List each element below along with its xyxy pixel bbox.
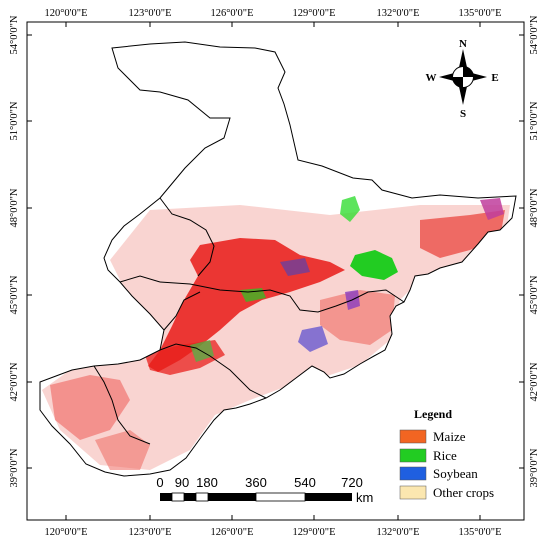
scale-segment bbox=[171, 492, 185, 502]
scale-segment bbox=[184, 493, 196, 501]
top-tick-label: 135°0'0"E bbox=[458, 8, 501, 19]
maize-liaodong bbox=[95, 430, 150, 470]
legend-swatch-maize bbox=[399, 429, 427, 444]
bottom-tick-label: 135°0'0"E bbox=[458, 527, 501, 538]
right-tick-label: 48°0'0"N bbox=[529, 188, 540, 227]
bottom-tick-label: 120°0'0"E bbox=[44, 527, 87, 538]
maize-southwest bbox=[50, 375, 130, 440]
heilongjiang-jilin-border bbox=[159, 281, 405, 313]
other-crops-east bbox=[480, 198, 504, 220]
compass-center bbox=[453, 67, 473, 87]
legend: Legend Maize Rice Soybean Other crops bbox=[399, 407, 494, 500]
top-tick-label: 132°0'0"E bbox=[376, 8, 419, 19]
top-tick-label: 126°0'0"E bbox=[210, 8, 253, 19]
left-tick-label: 48°0'0"N bbox=[9, 188, 20, 227]
compass-east-label: E bbox=[491, 72, 498, 84]
left-tick-label: 42°0'0"N bbox=[9, 362, 20, 401]
scale-unit: km bbox=[356, 490, 373, 505]
bottom-tick-label: 126°0'0"E bbox=[210, 527, 253, 538]
bottom-tick-label: 123°0'0"E bbox=[128, 527, 171, 538]
scale-label: 540 bbox=[294, 475, 316, 490]
scale-segment bbox=[160, 493, 172, 501]
top-tick-label: 129°0'0"E bbox=[292, 8, 335, 19]
scale-label: 360 bbox=[245, 475, 267, 490]
right-tick-label: 42°0'0"N bbox=[529, 362, 540, 401]
legend-title: Legend bbox=[414, 407, 452, 421]
right-tick-label: 39°0'0"N bbox=[529, 448, 540, 487]
left-tick-label: 51°0'0"N bbox=[9, 101, 20, 140]
inner-mongolia-border bbox=[119, 197, 215, 331]
scale-label: 720 bbox=[341, 475, 363, 490]
scale-label: 0 bbox=[156, 475, 163, 490]
rice-sanjiang bbox=[350, 250, 398, 280]
rice-north bbox=[340, 196, 360, 222]
right-axis-labels: 54°0'0"N 51°0'0"N 48°0'0"N 45°0'0"N 42°0… bbox=[529, 15, 540, 487]
liaoning-west-border bbox=[93, 365, 151, 445]
scale-segment bbox=[195, 492, 209, 502]
jilin-liaoning-border bbox=[159, 343, 267, 399]
bottom-tick-label: 129°0'0"E bbox=[292, 527, 335, 538]
scale-segment bbox=[305, 493, 352, 501]
scale-label: 90 bbox=[175, 475, 189, 490]
province-boundaries bbox=[39, 41, 517, 477]
compass-north-label: N bbox=[459, 38, 467, 50]
bottom-tick-label: 132°0'0"E bbox=[376, 527, 419, 538]
top-tick-label: 120°0'0"E bbox=[44, 8, 87, 19]
soybean-central bbox=[280, 258, 310, 276]
region-outline bbox=[39, 41, 517, 477]
legend-swatch-other-crops bbox=[399, 485, 427, 500]
top-tick-label: 123°0'0"E bbox=[128, 8, 171, 19]
scale-segment bbox=[208, 493, 256, 501]
compass-center-light bbox=[453, 67, 473, 87]
crop-raster bbox=[42, 196, 510, 470]
legend-label-soybean: Soybean bbox=[433, 466, 478, 481]
right-tick-label: 45°0'0"N bbox=[529, 275, 540, 314]
legend-swatch-rice bbox=[399, 448, 427, 463]
compass-south-label: S bbox=[460, 108, 466, 120]
legend-label-rice: Rice bbox=[433, 448, 457, 463]
legend-label-maize: Maize bbox=[433, 429, 466, 444]
left-axis-labels: 54°0'0"N 51°0'0"N 48°0'0"N 45°0'0"N 42°0… bbox=[9, 15, 20, 487]
maize-east bbox=[420, 210, 505, 258]
tick-marks bbox=[27, 22, 524, 520]
left-tick-label: 39°0'0"N bbox=[9, 448, 20, 487]
bottom-axis-labels: 120°0'0"E 123°0'0"E 126°0'0"E 129°0'0"E … bbox=[44, 527, 501, 538]
scale-bar: 0 90 180 360 540 720 km bbox=[156, 475, 373, 505]
left-tick-label: 54°0'0"N bbox=[9, 15, 20, 54]
legend-swatch-soybean bbox=[399, 466, 427, 481]
compass-west-label: W bbox=[426, 72, 437, 84]
right-tick-label: 54°0'0"N bbox=[529, 15, 540, 54]
right-tick-label: 51°0'0"N bbox=[529, 101, 540, 140]
top-axis-labels: 120°0'0"E 123°0'0"E 126°0'0"E 129°0'0"E … bbox=[44, 8, 501, 19]
left-tick-label: 45°0'0"N bbox=[9, 275, 20, 314]
compass-rose: N S E W bbox=[426, 38, 499, 120]
maize-southeast bbox=[320, 290, 395, 345]
soybean-east bbox=[298, 326, 328, 352]
scale-segment bbox=[255, 492, 306, 502]
scale-label: 180 bbox=[196, 475, 218, 490]
legend-label-other-crops: Other crops bbox=[433, 485, 494, 500]
